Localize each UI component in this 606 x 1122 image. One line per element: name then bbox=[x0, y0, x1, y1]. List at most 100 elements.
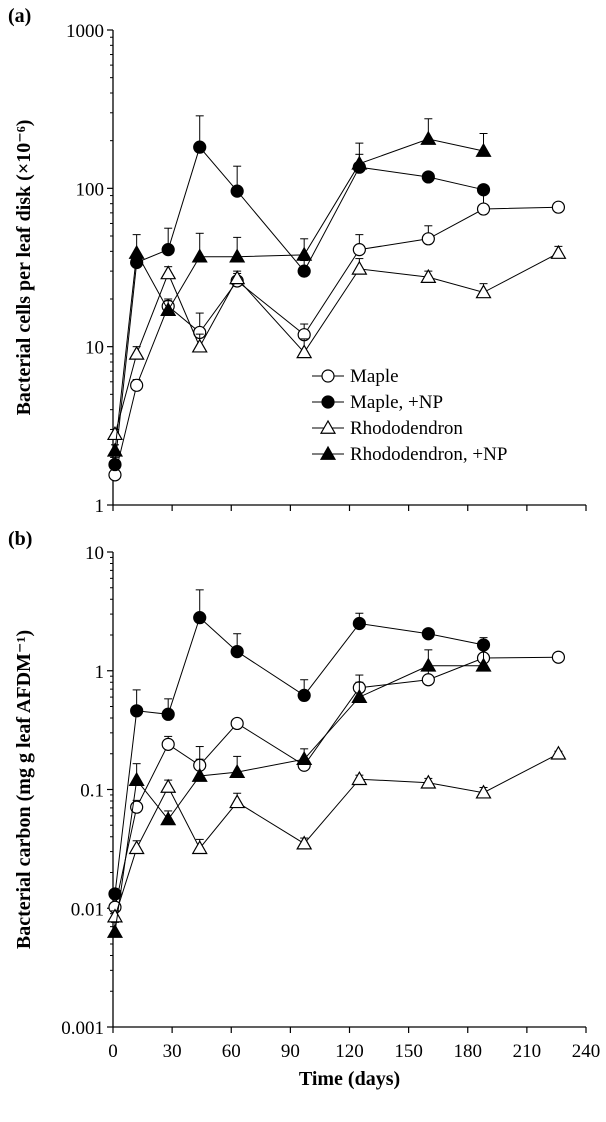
data-point bbox=[476, 183, 491, 197]
data-point bbox=[161, 707, 175, 721]
data-point bbox=[421, 627, 435, 641]
y-tick-label: 10 bbox=[85, 543, 104, 564]
y-tick-label: 1000 bbox=[66, 21, 104, 42]
y-tick-label: 100 bbox=[76, 179, 105, 200]
x-tick-label: 120 bbox=[335, 1041, 364, 1062]
data-point bbox=[108, 457, 122, 472]
series-maple bbox=[108, 648, 566, 914]
series-rhododendron-np bbox=[106, 118, 492, 457]
data-point bbox=[550, 244, 567, 259]
data-point bbox=[106, 442, 124, 457]
data-point bbox=[230, 644, 244, 659]
data-point bbox=[191, 248, 208, 263]
x-tick-label: 30 bbox=[163, 1041, 182, 1062]
data-point bbox=[108, 887, 122, 901]
x-tick-label: 150 bbox=[394, 1041, 423, 1062]
data-point bbox=[296, 750, 313, 766]
y-axis-title: Bacterial cells per leaf disk (×10⁻⁶) bbox=[13, 120, 35, 416]
data-point bbox=[130, 378, 144, 392]
chart-panel-a: (a) 1 10 100 1000 Bacterial cells per leaf di… bbox=[8, 5, 587, 517]
data-point bbox=[229, 763, 246, 778]
legend-marker bbox=[321, 369, 335, 383]
data-point bbox=[128, 244, 145, 259]
data-point bbox=[475, 784, 492, 799]
data-point bbox=[128, 840, 145, 855]
data-point bbox=[551, 200, 566, 214]
data-point bbox=[161, 243, 175, 257]
data-point bbox=[130, 704, 144, 718]
panel-label: (b) bbox=[8, 528, 32, 550]
legend-label: Maple bbox=[350, 366, 399, 387]
data-point bbox=[191, 840, 208, 855]
legend-marker bbox=[321, 395, 335, 409]
series-line bbox=[114, 753, 559, 917]
data-point bbox=[106, 425, 124, 441]
data-point bbox=[229, 270, 246, 285]
data-point bbox=[296, 835, 313, 850]
data-point bbox=[421, 232, 435, 246]
data-point bbox=[421, 170, 435, 184]
legend-marker bbox=[319, 419, 337, 434]
data-point bbox=[229, 794, 246, 809]
data-point bbox=[229, 248, 246, 263]
data-point bbox=[161, 737, 175, 751]
data-point bbox=[128, 345, 145, 360]
data-point bbox=[297, 264, 311, 278]
data-point bbox=[352, 243, 366, 257]
data-point bbox=[191, 767, 208, 782]
x-axis-title: Time (days) bbox=[299, 1068, 400, 1090]
series-line bbox=[114, 665, 484, 933]
series-rhododendron-np bbox=[106, 647, 492, 938]
series-line bbox=[114, 252, 559, 435]
data-point bbox=[421, 673, 435, 687]
x-tick-label: 0 bbox=[108, 1041, 118, 1062]
data-point bbox=[351, 688, 368, 703]
legend: Maple Maple, +NP Rhododendron Rhododendron,… bbox=[312, 366, 507, 465]
data-point bbox=[128, 771, 145, 786]
series-maple bbox=[108, 193, 566, 482]
legend-label: Maple, +NP bbox=[350, 392, 443, 413]
series-maple-np bbox=[108, 115, 491, 472]
y-tick-label: 10 bbox=[85, 338, 104, 359]
y-tick-label: 0.001 bbox=[61, 1018, 104, 1039]
data-point bbox=[420, 774, 437, 789]
data-point bbox=[193, 140, 207, 154]
legend-label: Rhododendron bbox=[350, 418, 463, 439]
data-point bbox=[193, 611, 207, 625]
series-line bbox=[114, 656, 559, 908]
x-tick-label: 90 bbox=[281, 1041, 300, 1062]
y-axis-title: Bacterial carbon (mg g leaf AFDM⁻¹) bbox=[13, 630, 35, 949]
data-point bbox=[106, 908, 124, 923]
y-tick-label: 0.01 bbox=[71, 899, 104, 920]
data-point bbox=[296, 246, 313, 261]
data-point bbox=[475, 284, 492, 299]
y-tick-label: 0.1 bbox=[80, 781, 104, 802]
data-point bbox=[475, 142, 492, 157]
data-point bbox=[191, 338, 208, 353]
data-point bbox=[296, 344, 313, 359]
legend-marker bbox=[319, 445, 337, 460]
data-point bbox=[297, 688, 311, 703]
data-point bbox=[160, 778, 177, 793]
data-point bbox=[550, 745, 567, 760]
y-tick-label: 1 bbox=[95, 662, 105, 683]
data-point bbox=[351, 260, 368, 275]
chart-panel-b: (b) 0.001 0.01 0.1 1 10 0 30 60 90 120 150 180 210 240… bbox=[8, 528, 600, 1090]
legend-label: Rhododendron, +NP bbox=[350, 444, 507, 465]
data-point bbox=[160, 301, 177, 317]
data-point bbox=[106, 923, 124, 938]
series-rhododendron bbox=[106, 745, 567, 923]
x-tick-label: 60 bbox=[222, 1041, 241, 1062]
x-tick-label: 240 bbox=[572, 1041, 601, 1062]
data-point bbox=[476, 202, 491, 216]
y-tick-label: 1 bbox=[95, 496, 105, 517]
data-point bbox=[351, 771, 368, 786]
data-point bbox=[420, 657, 437, 672]
data-point bbox=[230, 184, 244, 198]
data-point bbox=[551, 650, 566, 664]
data-point bbox=[352, 616, 366, 631]
data-point bbox=[160, 265, 177, 280]
data-point bbox=[420, 130, 437, 145]
data-point bbox=[160, 811, 177, 826]
